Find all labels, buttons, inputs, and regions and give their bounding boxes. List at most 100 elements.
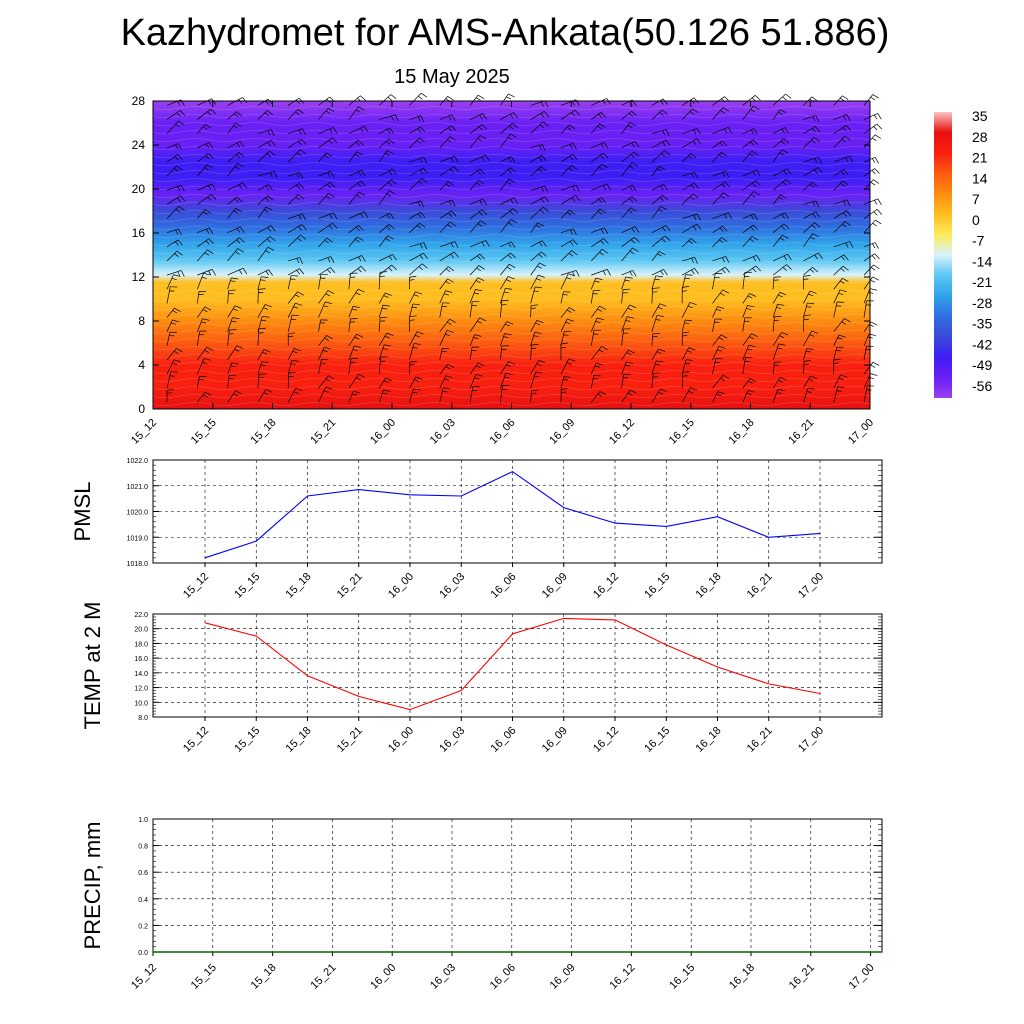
wind-barb [833,346,844,361]
wind-barb [318,181,336,191]
wind-barb [469,289,483,304]
wind-barb [378,356,388,375]
wind-barb [257,140,276,149]
wind-barb [803,156,822,164]
wind-barb [439,125,457,134]
wind-barb [318,107,335,120]
wind-barb [803,233,819,248]
wind-barb [500,385,510,403]
wind-barb [712,237,728,248]
wind-barb [409,242,428,250]
wind-barb [439,181,454,191]
heatmap-y-tick-label: 4 [138,358,145,372]
wind-barb [318,222,338,233]
wind-barb [318,386,333,403]
wind-barb [803,181,818,191]
wind-barb [621,389,637,403]
y-tick-label: 20.0 [134,627,148,634]
wind-barb [378,254,397,262]
wind-barb [439,330,454,346]
colorbar-label: -35 [972,316,992,332]
x-tick-label: 16_21 [745,725,775,755]
wind-barb [590,362,603,375]
wind-barb [348,180,366,191]
wind-barb [166,143,182,150]
wind-barb [621,236,640,248]
wind-barb [318,212,338,220]
wind-barb [772,331,789,347]
wind-barb [227,237,245,248]
wind-barb [409,303,420,318]
wind-barb [712,225,728,233]
wind-barb [257,225,276,233]
wind-barb [560,342,568,360]
wind-barb [772,234,789,248]
wind-barb [196,358,211,375]
wind-barb [803,115,820,122]
x-tick-label: 16_06 [489,725,519,755]
wind-barb [348,125,369,135]
wind-barb [500,156,516,163]
x-tick-label: 16_15 [667,962,697,992]
wind-barb [681,108,699,120]
wind-barb [166,195,186,205]
wind-barb [651,109,668,120]
y-tick-label: 0.6 [138,870,148,877]
x-tick-label: 16_21 [745,571,775,601]
wind-barb [409,126,426,134]
wind-barb [621,184,637,192]
x-tick-label: 16_03 [428,962,458,992]
wind-barb [772,179,792,191]
heatmap-x-tick-label: 16_03 [428,417,458,447]
x-tick-label: 15_12 [129,962,159,992]
wind-barb [651,388,667,403]
wind-barb [681,138,702,149]
x-tick-label: 16_12 [607,962,637,992]
wind-barb [409,137,426,149]
wind-barb [469,168,485,177]
wind-barb [287,372,296,389]
wind-barb [560,209,576,219]
x-tick-label: 17_00 [847,962,877,992]
wind-barb [591,238,609,248]
wind-barb [257,315,270,332]
colorbar-label: 14 [972,170,988,186]
colorbar-label: -14 [972,253,992,269]
wind-barb [651,348,666,361]
heatmap-x-tick-label: 16_21 [786,417,816,447]
wind-barb [772,388,785,403]
wind-barb [378,190,396,205]
wind-barb [409,222,426,233]
wind-barb [257,276,269,290]
wind-barb [318,256,335,263]
colorbar-bar [934,112,952,398]
wind-barb [166,359,181,375]
wind-barb [651,372,661,389]
wind-barb [712,306,725,318]
heatmap-y-tick-label: 20 [132,182,146,196]
wind-barb [651,269,668,276]
wind-barb [651,183,668,191]
wind-barb [439,155,459,163]
x-tick-label: 15_12 [181,725,211,755]
heatmap-panel: 0 4 8 12 16 20 24 28 15_12 15_15 15_18 15_21 16_00 16… [129,92,883,447]
wind-barb [833,289,847,304]
wind-barb [591,268,611,276]
wind-barb [288,224,307,233]
wind-barb [591,227,609,234]
wind-barb [166,206,185,219]
x-tick-label: 16_18 [694,571,724,601]
wind-barb [227,329,237,346]
wind-barb [469,346,480,361]
wind-barb [318,170,335,178]
wind-barb [833,169,849,177]
wind-barb [803,275,811,290]
wind-barb [742,180,761,191]
wind-barb [227,111,243,120]
wind-barb [681,153,697,163]
wind-barb [500,361,516,375]
wind-barb [530,262,546,276]
wind-barb [166,239,183,248]
wind-barb [742,235,759,248]
wind-barb [469,362,485,375]
